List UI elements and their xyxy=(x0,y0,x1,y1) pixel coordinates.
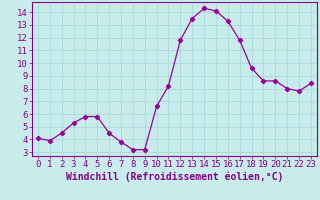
X-axis label: Windchill (Refroidissement éolien,°C): Windchill (Refroidissement éolien,°C) xyxy=(66,172,283,182)
